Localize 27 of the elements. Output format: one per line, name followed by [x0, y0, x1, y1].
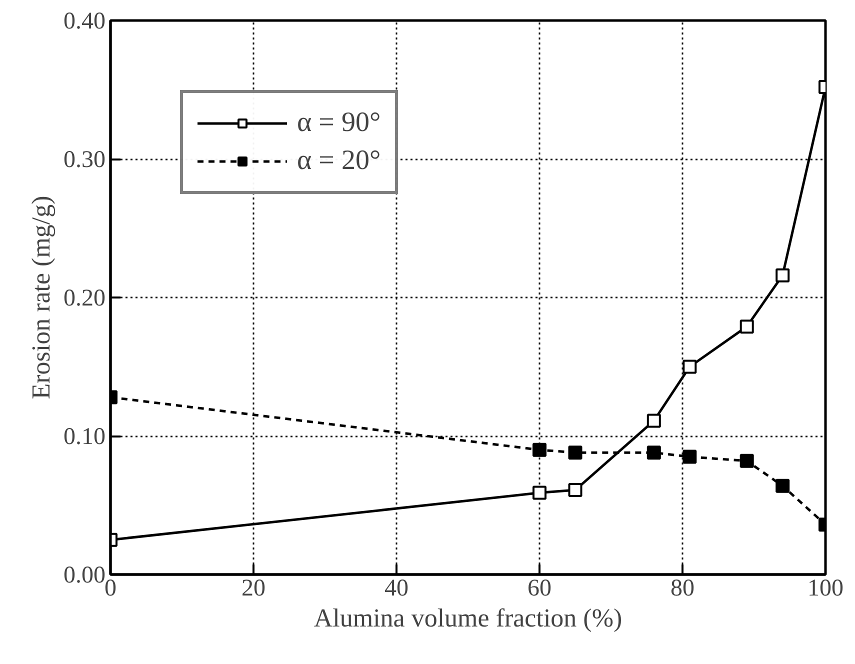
x-axis-title: Alumina volume fraction (%) [314, 604, 622, 632]
legend-label: α = 20° [297, 145, 381, 177]
point [568, 446, 582, 460]
legend-label: α = 90° [297, 107, 381, 139]
x-tick-label: 0 [104, 576, 116, 602]
point [568, 483, 582, 498]
y-tick-label: 0.40 [64, 8, 106, 34]
point [740, 454, 754, 468]
point [682, 450, 697, 464]
y-tick-label: 0.30 [64, 147, 106, 173]
y-axis-title: Erosion rate (mg/g) [26, 196, 56, 400]
y-tick-label: 0.20 [64, 286, 106, 312]
point [682, 360, 697, 374]
x-tick-label: 80 [670, 576, 694, 602]
y-tick-label: 0.00 [64, 562, 106, 588]
point [646, 414, 661, 428]
point [646, 446, 661, 460]
x-tick-label: 40 [384, 576, 408, 602]
point [532, 442, 546, 457]
point [776, 268, 790, 282]
x-tick-label: 60 [528, 576, 552, 602]
point [740, 320, 754, 334]
x-tick-label: 100 [808, 576, 844, 602]
point [776, 478, 790, 493]
y-tick-label: 0.10 [64, 424, 106, 450]
x-tick-label: 20 [242, 576, 266, 602]
point [532, 486, 546, 500]
